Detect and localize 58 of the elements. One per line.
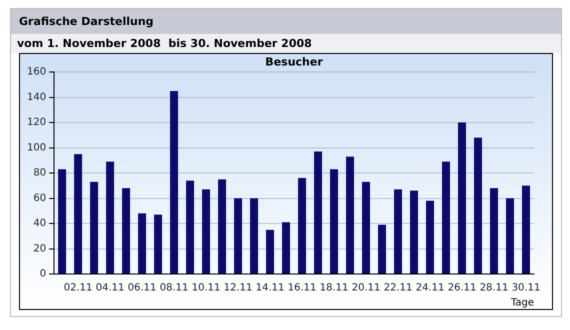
chart-title: Grafische Darstellung bbox=[11, 9, 561, 34]
x-tick-label: 22.11 bbox=[384, 282, 412, 294]
bar bbox=[314, 152, 322, 274]
bar bbox=[154, 214, 162, 274]
bar bbox=[362, 182, 370, 274]
bar bbox=[234, 198, 242, 274]
y-tick-label: 160 bbox=[26, 66, 46, 78]
bar bbox=[506, 198, 514, 274]
bar bbox=[250, 198, 258, 274]
x-axis-title: Tage bbox=[510, 298, 534, 309]
y-tick-label: 80 bbox=[33, 168, 46, 179]
y-tick-label: 140 bbox=[26, 92, 46, 103]
x-tick-label: 08.11 bbox=[160, 282, 188, 294]
y-tick-label: 20 bbox=[33, 243, 46, 254]
y-tick-label: 40 bbox=[33, 218, 46, 230]
y-tick-label: 120 bbox=[26, 117, 46, 128]
bar bbox=[346, 156, 354, 274]
x-tick-label: 02.11 bbox=[64, 282, 92, 294]
bar bbox=[170, 90, 178, 274]
x-tick-label: 06.11 bbox=[128, 282, 156, 294]
x-tick-label: 20.11 bbox=[352, 282, 380, 294]
bar bbox=[426, 200, 434, 274]
bar bbox=[74, 154, 82, 274]
x-tick-label: 16.11 bbox=[288, 282, 316, 294]
bar bbox=[298, 178, 306, 274]
x-tick-label: 04.11 bbox=[96, 282, 124, 294]
y-tick-label: 100 bbox=[26, 142, 46, 154]
bar bbox=[490, 188, 498, 274]
bar bbox=[394, 189, 402, 274]
bar bbox=[442, 162, 450, 274]
x-tick-label: 14.11 bbox=[256, 282, 284, 294]
text: Besucher bbox=[265, 55, 324, 68]
y-tick-label: 0 bbox=[40, 268, 46, 280]
bar bbox=[378, 224, 386, 274]
bar bbox=[474, 138, 482, 274]
x-tick-label: 12.11 bbox=[224, 282, 252, 294]
bar bbox=[58, 169, 66, 274]
y-tick-label: 60 bbox=[33, 192, 46, 204]
x-tick-label: 30.11 bbox=[512, 282, 540, 294]
x-tick-label: 24.11 bbox=[416, 282, 444, 294]
bar bbox=[202, 189, 210, 274]
x-tick-label: 10.11 bbox=[192, 282, 220, 294]
bar bbox=[186, 180, 194, 274]
bar bbox=[138, 213, 146, 274]
bar bbox=[266, 230, 274, 274]
chart-subtitle: vom 1. November 2008 bis 30. November 2008 bbox=[11, 34, 561, 53]
bar bbox=[106, 162, 114, 274]
bar bbox=[282, 222, 290, 274]
x-tick-label: 26.11 bbox=[448, 282, 476, 294]
bar bbox=[330, 169, 338, 274]
bar bbox=[122, 188, 130, 274]
bar bbox=[522, 186, 530, 274]
bar bbox=[218, 179, 226, 274]
bar bbox=[458, 122, 466, 274]
x-tick-label: 18.11 bbox=[320, 282, 348, 294]
bar bbox=[410, 190, 418, 274]
x-tick-label: 28.11 bbox=[480, 282, 508, 294]
bar bbox=[90, 182, 98, 274]
